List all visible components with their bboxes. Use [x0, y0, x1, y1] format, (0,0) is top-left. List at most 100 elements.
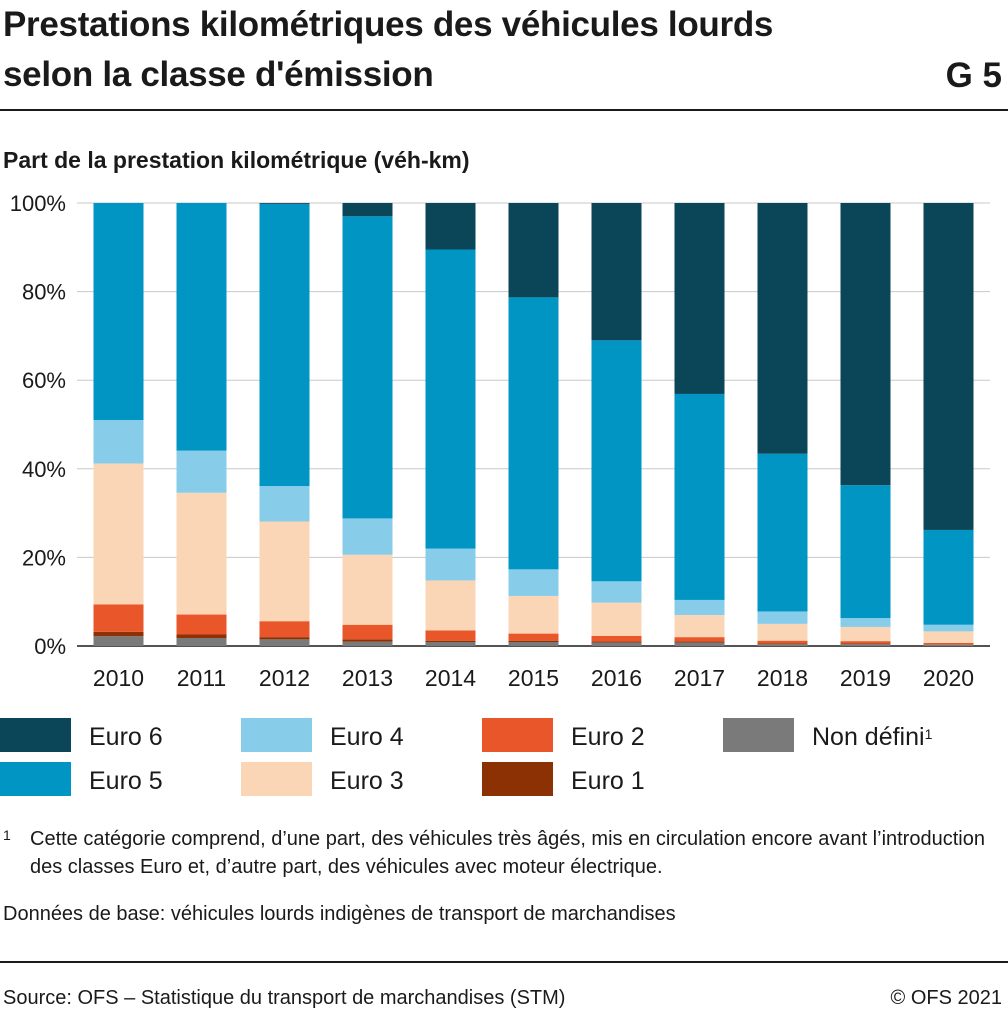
bar-segment-2010-euro-3: [94, 463, 144, 604]
bar-segment-2017-euro-5: [675, 394, 725, 600]
footnote-number: 1: [3, 821, 11, 849]
bar-segment-2019-euro-5: [841, 485, 891, 618]
bar-segment-2013-euro-1: [343, 639, 393, 641]
bar-segment-2018-euro-3: [758, 624, 808, 641]
x-tick-label: 2020: [923, 665, 974, 691]
legend-swatch-euro-3: [241, 762, 312, 796]
bar-segment-2019-euro-3: [841, 627, 891, 641]
bar-segment-2015-euro-1: [509, 641, 559, 642]
chart-title-line-2: selon la classe d'émission: [3, 50, 773, 100]
bar-segment-2013-euro-4: [343, 518, 393, 554]
legend-label-euro-3: Euro 3: [330, 762, 404, 800]
x-tick-label: 2015: [508, 665, 559, 691]
legend-label-euro-6: Euro 6: [89, 718, 163, 756]
bar-segment-2019-euro-2: [841, 641, 891, 643]
y-tick-label: 60%: [22, 368, 66, 393]
bar-segment-2015-euro-2: [509, 634, 559, 641]
bar-segment-2011-euro-3: [177, 493, 227, 615]
bar-segment-2018-euro-1: [758, 643, 808, 644]
graph-number: G 5: [946, 51, 1002, 101]
bar-segment-2013-euro-6: [343, 203, 393, 216]
bar-segment-2013-non-d-fini: [343, 642, 393, 646]
source-note: Source: OFS – Statistique du transport d…: [3, 984, 565, 1012]
chart-title-line-1: Prestations kilométriques des véhicules …: [3, 0, 773, 50]
bar-segment-2010-euro-5: [94, 203, 144, 420]
bar-segment-2014-euro-6: [426, 203, 476, 250]
x-tick-label: 2013: [342, 665, 393, 691]
bar-segment-2016-euro-3: [592, 603, 642, 636]
bar-segment-2017-euro-1: [675, 642, 725, 643]
bar-segment-2013-euro-5: [343, 216, 393, 518]
y-tick-label: 100%: [10, 191, 66, 216]
bar-segment-2015-euro-5: [509, 297, 559, 569]
x-tick-label: 2010: [93, 665, 144, 691]
x-tick-label: 2019: [840, 665, 891, 691]
bar-segment-2015-euro-6: [509, 203, 559, 297]
legend: Euro 6 Euro 5 Euro 4 Euro 3 Euro 2 Euro …: [0, 718, 1008, 804]
y-tick-label: 20%: [22, 545, 66, 570]
y-tick-label: 0%: [34, 634, 66, 659]
bar-segment-2020-euro-4: [924, 625, 974, 632]
legend-swatch-non-defini: [723, 718, 794, 752]
bar-segment-2020-euro-5: [924, 530, 974, 625]
bar-segment-2019-euro-6: [841, 203, 891, 485]
footnote-text: Cette catégorie comprend, d’une part, de…: [30, 825, 990, 881]
bar-segment-2017-euro-6: [675, 203, 725, 394]
legend-swatch-euro-6: [0, 718, 71, 752]
bar-segment-2016-non-d-fini: [592, 642, 642, 646]
bar-segment-2020-euro-2: [924, 643, 974, 644]
bar-segment-2012-euro-4: [260, 486, 310, 521]
bar-segment-2013-euro-2: [343, 625, 393, 640]
bar-segment-2017-non-d-fini: [675, 642, 725, 646]
bar-segment-2014-euro-2: [426, 630, 476, 640]
bar-segment-2017-euro-4: [675, 600, 725, 615]
bar-segment-2012-euro-1: [260, 637, 310, 639]
bar-segment-2015-euro-3: [509, 596, 559, 634]
bar-segment-2020-euro-6: [924, 203, 974, 530]
bar-segment-2014-non-d-fini: [426, 642, 476, 646]
bar-segment-2011-non-d-fini: [177, 638, 227, 646]
bar-segment-2010-non-d-fini: [94, 636, 144, 646]
bar-segment-2015-non-d-fini: [509, 642, 559, 646]
bar-segment-2010-euro-1: [94, 632, 144, 636]
bar-segment-2017-euro-2: [675, 637, 725, 641]
bar-segment-2016-euro-6: [592, 203, 642, 340]
bar-segment-2016-euro-5: [592, 340, 642, 581]
bar-segment-2020-non-d-fini: [924, 645, 974, 646]
bar-segment-2012-euro-6: [260, 203, 310, 204]
bar-segment-2014-euro-1: [426, 641, 476, 642]
bar-segment-2013-euro-3: [343, 555, 393, 625]
bar-segment-2014-euro-5: [426, 250, 476, 549]
legend-label-non-defini: Non défini1: [812, 718, 932, 756]
legend-label-euro-1: Euro 1: [571, 762, 645, 800]
bar-segment-2019-euro-4: [841, 618, 891, 627]
chart-title: Prestations kilométriques des véhicules …: [3, 0, 773, 100]
chart-subtitle: Part de la prestation kilométrique (véh-…: [3, 147, 470, 174]
bar-segment-2018-euro-2: [758, 641, 808, 644]
bar-segment-2011-euro-5: [177, 203, 227, 451]
bar-segment-2012-euro-5: [260, 204, 310, 486]
bar-segment-2020-euro-3: [924, 631, 974, 643]
x-tick-label: 2016: [591, 665, 642, 691]
bar-segment-2011-euro-2: [177, 615, 227, 635]
x-tick-label: 2017: [674, 665, 725, 691]
bar-segment-2018-euro-6: [758, 203, 808, 454]
bar-segment-2012-euro-2: [260, 621, 310, 637]
bar-segment-2012-euro-3: [260, 522, 310, 622]
bar-segment-2014-euro-4: [426, 549, 476, 581]
y-tick-label: 80%: [22, 280, 66, 305]
legend-swatch-euro-1: [482, 762, 553, 796]
legend-label-euro-4: Euro 4: [330, 718, 404, 756]
copyright: © OFS 2021: [891, 984, 1002, 1012]
legend-swatch-euro-2: [482, 718, 553, 752]
bar-segment-2018-euro-5: [758, 454, 808, 612]
legend-swatch-euro-4: [241, 718, 312, 752]
bar-segment-2012-non-d-fini: [260, 639, 310, 646]
bar-segment-2017-euro-3: [675, 615, 725, 637]
bar-segment-2016-euro-2: [592, 636, 642, 642]
bar-segment-2015-euro-4: [509, 569, 559, 596]
bar-segment-2011-euro-4: [177, 451, 227, 493]
legend-swatch-euro-5: [0, 762, 71, 796]
x-tick-label: 2012: [259, 665, 310, 691]
